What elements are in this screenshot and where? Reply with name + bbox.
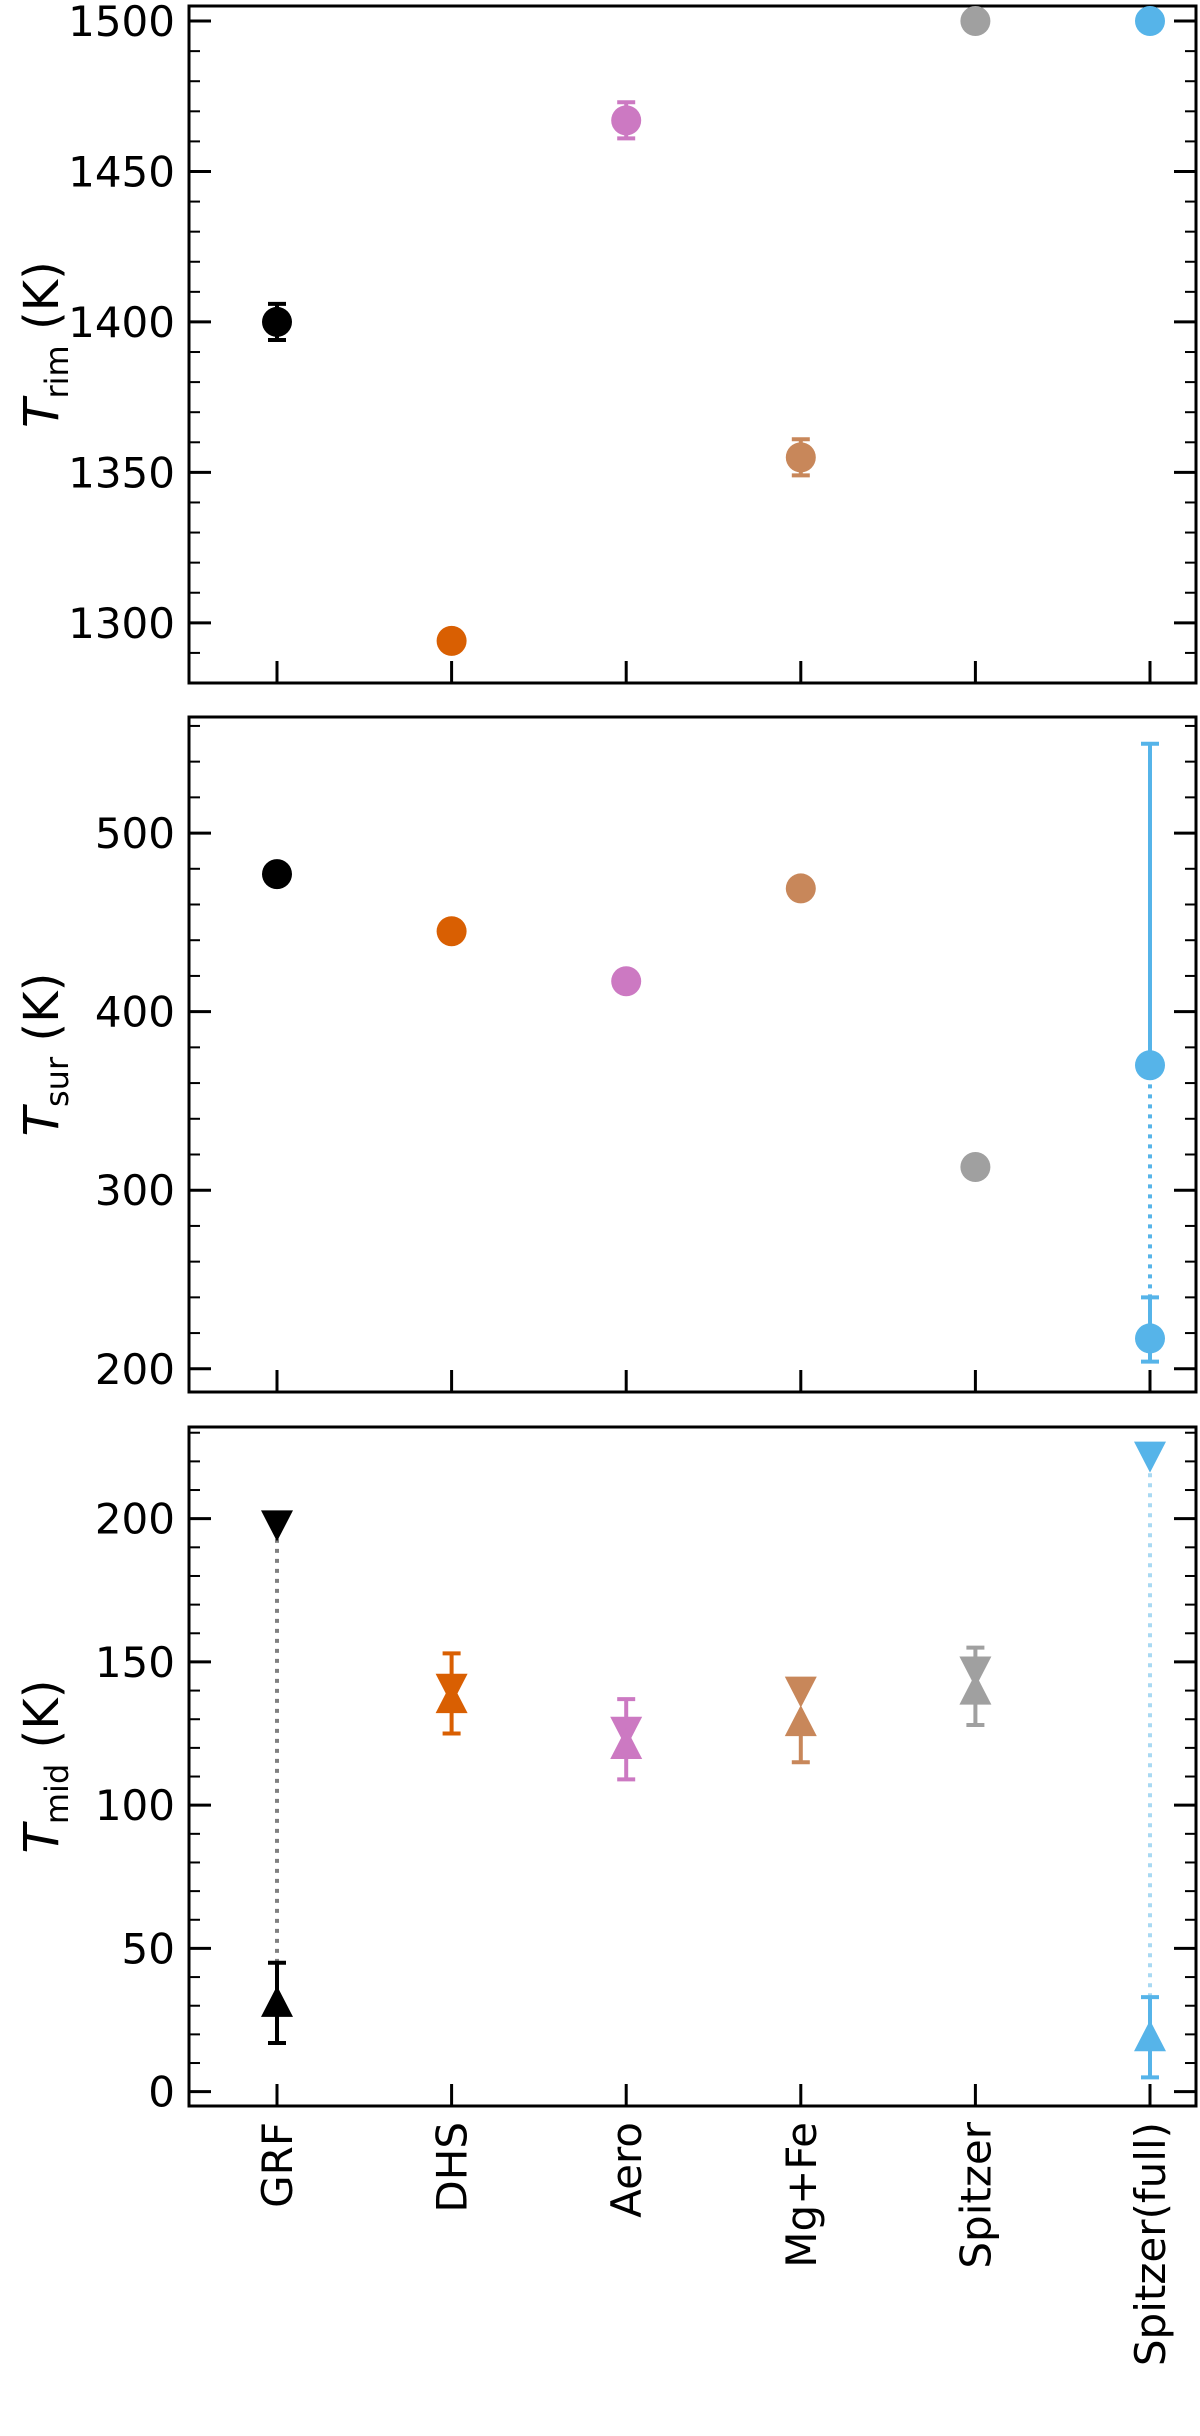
data-point-lower-limit [959, 1673, 992, 1705]
data-point-upper-limit [1134, 1441, 1166, 1473]
data-point [262, 306, 292, 337]
y-tick-label: 200 [95, 1345, 175, 1394]
y-axis-label: Tmid (K) [14, 1680, 76, 1854]
data-point [960, 6, 991, 37]
data-point-lower-limit [1134, 2020, 1166, 2052]
y-tick-label: 500 [95, 809, 175, 858]
data-point [436, 625, 467, 656]
data-point [611, 105, 642, 136]
data-point-lower-limit [784, 1705, 817, 1737]
data-point [436, 916, 467, 947]
x-tick-label: GRF [253, 2122, 302, 2208]
plot-frame [187, 715, 1198, 1394]
x-tick-label: Spitzer [951, 2121, 1000, 2268]
data-point [960, 1152, 991, 1182]
data-point [611, 966, 642, 997]
data-point-lower-limit [435, 1682, 468, 1714]
x-tick-label: Mg+Fe [777, 2122, 826, 2268]
x-tick-label: Spitzer(full) [1126, 2122, 1175, 2366]
data-point [1135, 1323, 1165, 1354]
y-tick-label: 1350 [68, 448, 175, 497]
y-axis-label: Trim (K) [14, 261, 76, 428]
y-tick-label: 1400 [68, 298, 175, 347]
y-tick-label: 300 [95, 1166, 175, 1215]
y-tick-label: 1500 [68, 0, 175, 46]
plot-frame [187, 1425, 1198, 2108]
y-tick-label: 200 [95, 1495, 175, 1544]
x-tick-labels: GRF DHS Aero Mg+Fe Spitzer Spitzer(full) [253, 2121, 1175, 2366]
x-tick-label: Aero [602, 2122, 651, 2218]
y-tick-label: 400 [95, 988, 175, 1037]
data-point-upper-limit [959, 1656, 992, 1688]
panel-tsur: 200 300 400 500 Tsur (K) [14, 715, 1198, 1394]
x-tick-label: DHS [428, 2122, 477, 2213]
data-point-lower-limit [610, 1728, 643, 1760]
y-axis-label: Tsur (K) [14, 973, 76, 1137]
y-tick-label: 50 [122, 1924, 175, 1973]
data-point [262, 859, 292, 890]
data-point [785, 442, 816, 473]
panel-tmid: 0 50 100 150 200 Tmid (K) [14, 1425, 1198, 2117]
data-point-upper-limit [784, 1676, 817, 1708]
y-tick-label: 1300 [68, 599, 175, 648]
panel-trim: 1300 1350 1400 1450 1500 Trim (K) [14, 0, 1198, 685]
data-point [785, 873, 816, 904]
data-point [1135, 1050, 1165, 1081]
y-tick-label: 0 [148, 2068, 175, 2117]
data-point [1135, 6, 1165, 37]
y-tick-label: 1450 [68, 147, 175, 196]
data-point-lower-limit [261, 1985, 293, 2017]
y-tick-label: 100 [95, 1781, 175, 1830]
plot-frame [187, 4, 1198, 685]
data-point-upper-limit [261, 1510, 293, 1542]
y-tick-label: 150 [95, 1638, 175, 1687]
